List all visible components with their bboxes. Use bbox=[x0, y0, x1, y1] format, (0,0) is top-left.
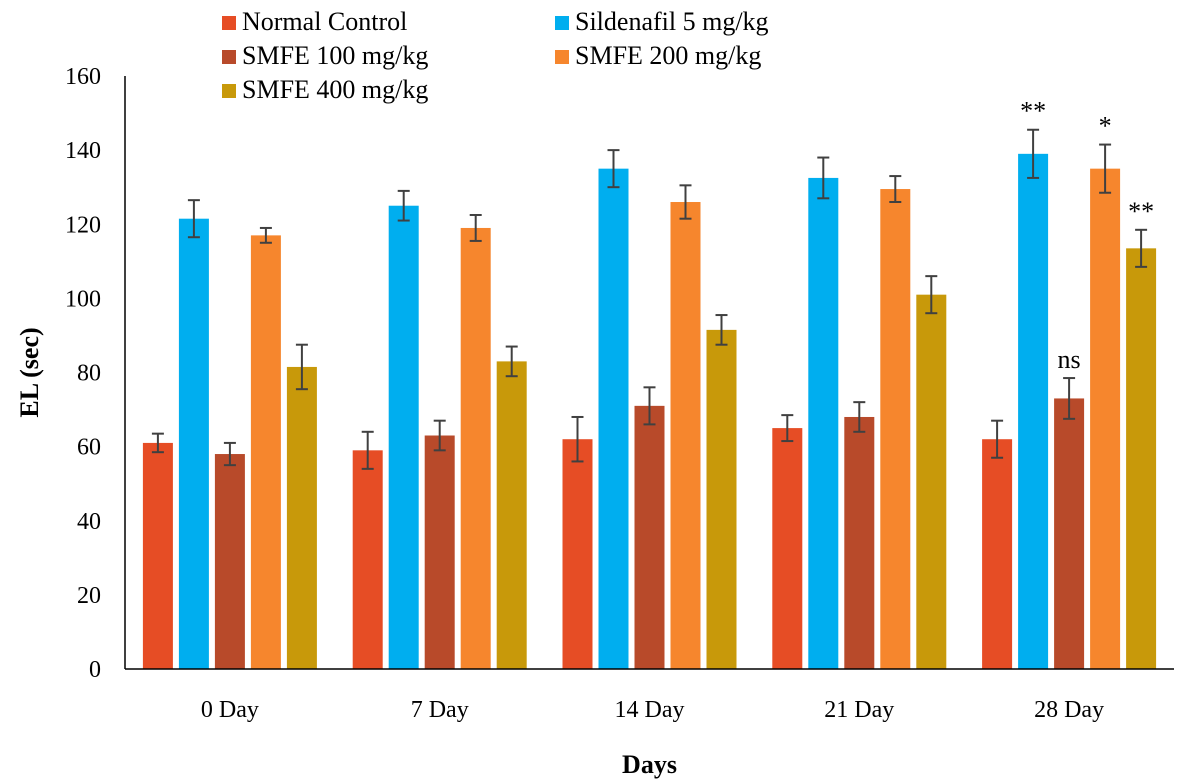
bar bbox=[916, 294, 947, 669]
bar bbox=[598, 168, 629, 669]
legend-swatch bbox=[555, 50, 569, 64]
legend-label: Sildenafil 5 mg/kg bbox=[575, 7, 769, 36]
bar bbox=[772, 428, 803, 669]
legend-label: SMFE 100 mg/kg bbox=[242, 41, 428, 70]
y-tick-label: 20 bbox=[77, 583, 101, 609]
bar bbox=[808, 177, 839, 669]
y-tick-label: 160 bbox=[65, 64, 101, 90]
bar bbox=[1126, 248, 1157, 669]
legend-swatch bbox=[222, 84, 236, 98]
x-tick-label: 7 Day bbox=[411, 697, 469, 723]
y-tick-label: 100 bbox=[65, 286, 101, 312]
bar bbox=[424, 435, 455, 669]
y-tick-label: 60 bbox=[77, 435, 101, 461]
bar bbox=[880, 189, 911, 669]
bar bbox=[142, 442, 173, 669]
significance-label: ** bbox=[1128, 197, 1154, 226]
bar bbox=[706, 329, 737, 669]
x-tick-label: 0 Day bbox=[201, 697, 259, 723]
bar bbox=[844, 416, 875, 669]
bar bbox=[982, 439, 1013, 669]
significance-label: * bbox=[1099, 112, 1112, 141]
bar bbox=[1054, 398, 1085, 669]
y-tick-label: 40 bbox=[77, 509, 101, 535]
legend-swatch bbox=[222, 50, 236, 64]
x-tick-label: 14 Day bbox=[615, 697, 685, 723]
bar bbox=[496, 361, 527, 669]
significance-label: ** bbox=[1020, 97, 1046, 126]
y-tick-label: 0 bbox=[89, 657, 101, 683]
bar bbox=[286, 366, 317, 669]
x-axis-title: Days bbox=[622, 750, 677, 779]
y-tick-label: 120 bbox=[65, 212, 101, 238]
bar bbox=[634, 405, 665, 669]
bar bbox=[1090, 168, 1121, 669]
bar bbox=[562, 439, 593, 669]
legend-label: SMFE 400 mg/kg bbox=[242, 75, 428, 104]
legend-label: SMFE 200 mg/kg bbox=[575, 41, 761, 70]
bar bbox=[178, 218, 209, 670]
legend-swatch bbox=[555, 16, 569, 30]
bar bbox=[352, 450, 383, 669]
bar bbox=[1018, 153, 1049, 670]
bar bbox=[250, 235, 281, 669]
legend-swatch bbox=[222, 16, 236, 30]
bar bbox=[214, 454, 245, 669]
significance-label: ns bbox=[1058, 345, 1081, 374]
bar bbox=[460, 227, 491, 670]
x-tick-label: 21 Day bbox=[824, 697, 894, 723]
x-tick-label: 28 Day bbox=[1034, 697, 1104, 723]
y-tick-label: 140 bbox=[65, 138, 101, 164]
y-axis-title: EL (sec) bbox=[15, 327, 44, 417]
legend-label: Normal Control bbox=[242, 7, 407, 36]
y-tick-label: 80 bbox=[77, 361, 101, 387]
bar bbox=[388, 205, 419, 669]
bar bbox=[670, 202, 701, 669]
